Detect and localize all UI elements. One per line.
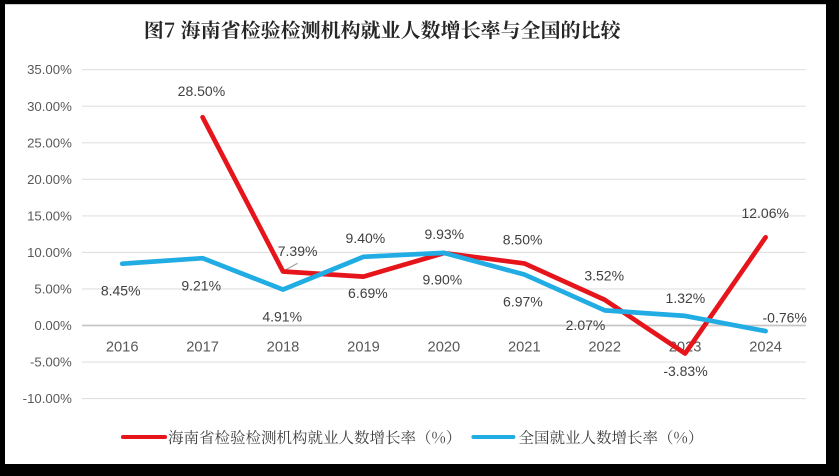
svg-text:2024: 2024	[749, 340, 782, 356]
svg-text:6.69%: 6.69%	[348, 285, 388, 301]
svg-text:5.00%: 5.00%	[34, 282, 72, 297]
svg-text:8.45%: 8.45%	[101, 283, 141, 299]
svg-text:3.52%: 3.52%	[584, 268, 624, 284]
svg-text:9.93%: 9.93%	[424, 226, 464, 242]
svg-text:2016: 2016	[106, 340, 139, 356]
svg-text:0.00%: 0.00%	[34, 318, 72, 333]
svg-text:10.00%: 10.00%	[27, 245, 72, 260]
svg-text:30.00%: 30.00%	[27, 99, 72, 114]
svg-text:2022: 2022	[588, 340, 621, 356]
svg-text:2018: 2018	[267, 340, 300, 356]
svg-text:2019: 2019	[347, 340, 380, 356]
svg-text:2020: 2020	[428, 340, 461, 356]
svg-text:-3.83%: -3.83%	[663, 363, 707, 379]
svg-text:9.21%: 9.21%	[181, 278, 221, 294]
svg-text:28.50%: 28.50%	[178, 83, 225, 99]
svg-text:15.00%: 15.00%	[27, 209, 72, 224]
svg-text:2021: 2021	[508, 340, 541, 356]
svg-text:2.07%: 2.07%	[566, 317, 606, 333]
svg-text:6.97%: 6.97%	[503, 293, 543, 309]
svg-text:-10.00%: -10.00%	[23, 391, 72, 406]
svg-text:8.50%: 8.50%	[503, 231, 543, 247]
svg-text:9.90%: 9.90%	[423, 272, 463, 288]
svg-text:25.00%: 25.00%	[27, 135, 72, 150]
svg-text:9.40%: 9.40%	[346, 230, 386, 246]
svg-text:12.06%: 12.06%	[741, 205, 788, 221]
svg-text:35.00%: 35.00%	[27, 62, 72, 77]
svg-text:4.91%: 4.91%	[262, 309, 302, 325]
svg-text:7.39%: 7.39%	[278, 243, 318, 259]
svg-text:1.32%: 1.32%	[666, 290, 706, 306]
svg-text:20.00%: 20.00%	[27, 172, 72, 187]
svg-text:-0.76%: -0.76%	[763, 310, 807, 326]
svg-text:-5.00%: -5.00%	[30, 355, 72, 370]
svg-text:2017: 2017	[186, 340, 219, 356]
